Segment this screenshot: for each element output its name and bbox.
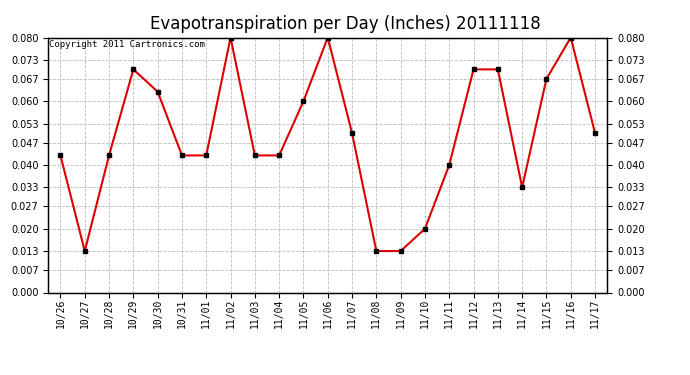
- Text: Evapotranspiration per Day (Inches) 20111118: Evapotranspiration per Day (Inches) 2011…: [150, 15, 540, 33]
- Text: Copyright 2011 Cartronics.com: Copyright 2011 Cartronics.com: [50, 40, 206, 49]
